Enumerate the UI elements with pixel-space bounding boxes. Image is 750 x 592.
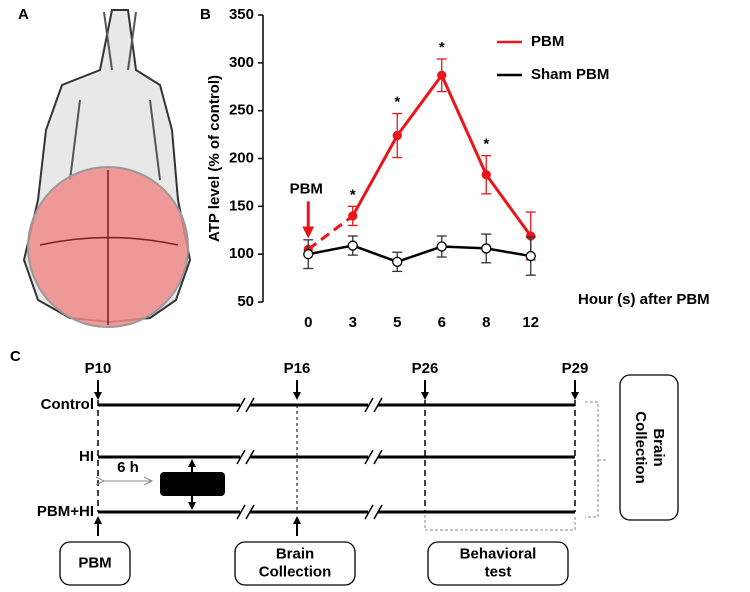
x-tick-label: 5	[393, 314, 401, 331]
axis-break	[240, 505, 250, 519]
axis-break-mark	[245, 449, 255, 465]
series-line	[351, 72, 532, 237]
group-label: HI	[79, 448, 94, 465]
x-tick-label: 6	[438, 314, 446, 331]
step-box	[234, 541, 356, 586]
box-label: Collection	[632, 411, 649, 484]
data-point	[392, 130, 402, 141]
x-tick-label: 12	[522, 314, 539, 331]
box-label: Collection	[259, 563, 332, 580]
axis-break-mark	[245, 397, 255, 413]
y-tick-label: 200	[229, 149, 254, 166]
y-tick-label: 50	[237, 293, 254, 310]
data-point	[481, 170, 491, 180]
injury-box	[160, 472, 225, 496]
axis-break	[240, 450, 250, 464]
axis-break-mark	[373, 397, 383, 413]
axis-break	[240, 398, 250, 412]
panel-label: C	[10, 348, 21, 365]
data-point	[437, 70, 447, 80]
x-axis-label: Hour (s) after PBM	[578, 291, 710, 308]
y-tick-label: 100	[229, 245, 254, 262]
dashed-segment	[307, 214, 354, 251]
timeline: P10 P16 P26 P29 Control HI PBM+HI 6 h HI PBM Brain…	[37, 360, 679, 586]
skull-illustration	[22, 9, 192, 328]
significance-mark: *	[394, 94, 400, 111]
axis-break-mark	[245, 504, 255, 520]
interval-label: 6 h	[117, 459, 139, 476]
y-tick-label: 250	[229, 102, 254, 119]
data-point	[348, 211, 358, 221]
x-tick-label: 0	[304, 314, 312, 331]
legend-label: PBM	[531, 33, 564, 50]
timepoint-label: P16	[284, 360, 311, 377]
box-label: test	[485, 563, 512, 580]
box-label: Behavioral	[460, 545, 537, 562]
axis-break	[368, 450, 378, 464]
data-point	[436, 241, 447, 252]
timepoint-label: P10	[85, 360, 112, 377]
y-tick-label: 300	[229, 54, 254, 71]
box-label: Brain	[276, 545, 314, 562]
data-point	[303, 249, 314, 260]
axis-break	[368, 398, 378, 412]
bracket	[585, 401, 607, 518]
legend-label: Sham PBM	[531, 66, 609, 83]
y-tick-label: 150	[229, 197, 254, 214]
y-axis-label: ATP level (% of control)	[206, 75, 223, 242]
data-point	[392, 256, 403, 267]
box-label: Brain	[650, 428, 667, 466]
y-tick-label: 350	[229, 6, 254, 23]
x-tick-label: 8	[482, 314, 490, 331]
axis-break-mark	[236, 449, 246, 465]
bracket	[424, 515, 576, 531]
x-tick-label: 3	[349, 314, 357, 331]
data-point	[525, 250, 536, 262]
step-box	[59, 541, 131, 586]
series-line	[308, 244, 531, 264]
axis-break	[368, 505, 378, 519]
injury-label: HI	[185, 476, 200, 493]
group-label: PBM+HI	[37, 503, 94, 520]
axis-break-mark	[364, 449, 374, 465]
group-label: Control	[41, 396, 94, 413]
data-point	[347, 240, 358, 251]
significance-mark: *	[483, 136, 489, 153]
axis-break-mark	[236, 504, 246, 520]
axis-break-mark	[364, 397, 374, 413]
panel-label: A	[18, 6, 29, 23]
box-label: PBM	[78, 554, 111, 571]
step-box	[427, 541, 569, 586]
axis-break-mark	[364, 504, 374, 520]
panel-label: B	[200, 6, 211, 23]
timepoint-label: P26	[412, 360, 439, 377]
axis-break-mark	[373, 449, 383, 465]
step-box	[619, 374, 679, 521]
data-point	[481, 243, 492, 254]
axis-break-mark	[236, 397, 246, 413]
significance-mark: *	[350, 186, 356, 203]
timepoint-label: P29	[562, 360, 589, 377]
annotation: PBM	[290, 180, 323, 197]
significance-mark: *	[439, 39, 445, 56]
axis-break-mark	[373, 504, 383, 520]
